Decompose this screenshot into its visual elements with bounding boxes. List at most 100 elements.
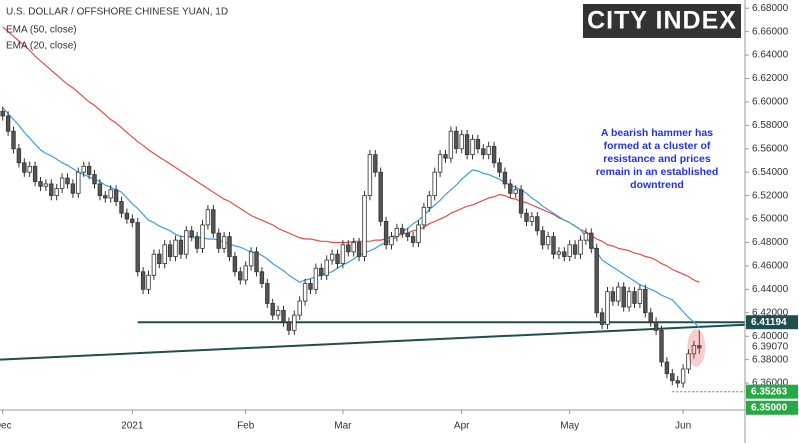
annotation: A bearish hammer has <box>601 127 713 139</box>
candle-body <box>11 130 16 150</box>
candle-body <box>340 244 346 264</box>
candle-body <box>189 230 194 238</box>
candle-body <box>259 271 265 284</box>
candle-body <box>221 236 227 249</box>
candle-body <box>157 253 162 264</box>
candle-body <box>373 154 378 173</box>
candle-body <box>70 183 76 194</box>
candle-body <box>113 189 119 202</box>
candle-body <box>605 291 610 325</box>
candle-body <box>248 251 254 267</box>
candle-body <box>540 230 545 246</box>
y-tick-label: 6.40000 <box>752 331 789 342</box>
candle-body <box>626 291 632 308</box>
candle-body <box>427 195 432 208</box>
candle-body <box>27 165 32 173</box>
y-tick-label: 6.68000 <box>752 3 789 14</box>
candle-body <box>292 314 297 331</box>
candle-body <box>281 310 286 323</box>
candle-body <box>54 188 59 197</box>
candle-body <box>32 165 38 182</box>
annotation: formed at a cluster of <box>604 140 711 152</box>
candle-body <box>524 212 529 222</box>
candle-body <box>124 212 130 220</box>
candle-body <box>599 312 605 325</box>
candle-body <box>637 288 643 304</box>
candle-body <box>178 239 184 255</box>
candle-body <box>432 171 437 197</box>
candle-body <box>567 244 572 257</box>
candle-body <box>173 239 178 257</box>
candle-body <box>270 302 275 316</box>
y-tick-label: 6.60000 <box>752 97 789 108</box>
x-tick-label: Mar <box>334 421 352 432</box>
x-tick-label: Dec <box>0 421 12 432</box>
annotation: downtrend <box>630 179 684 191</box>
candle-body <box>502 171 508 185</box>
y-tick-label: 6.66000 <box>752 26 789 37</box>
candle-body <box>324 259 329 276</box>
candle-body <box>194 236 200 249</box>
candle-body <box>356 242 362 257</box>
candle-body <box>583 232 589 241</box>
annotation: resistance and prices <box>603 153 711 165</box>
candle-body <box>675 380 680 384</box>
candle-body <box>535 216 540 232</box>
candle-body <box>400 228 405 234</box>
y-tick-label: 6.58000 <box>752 120 789 131</box>
candle-body <box>556 251 562 255</box>
x-tick-label: Jun <box>675 421 691 432</box>
highlight <box>687 328 706 367</box>
candle-body <box>670 373 675 382</box>
candle-body <box>86 165 92 175</box>
y-tick-label: 6.56000 <box>752 143 789 154</box>
candle-body <box>621 286 626 308</box>
support-label-box <box>746 315 798 330</box>
candle-body <box>65 177 70 185</box>
y-tick-label: 6.48000 <box>752 237 789 248</box>
candle-body <box>319 267 324 276</box>
candle-body <box>691 345 697 355</box>
candle-body <box>389 236 394 246</box>
candle-body <box>680 368 686 384</box>
x-tick-label: 2021 <box>121 421 144 432</box>
candle-body <box>610 291 616 302</box>
candle-body <box>594 247 599 314</box>
candle-body <box>589 232 594 249</box>
candle-body <box>265 283 270 304</box>
candle-body <box>454 130 459 150</box>
logo-box <box>583 4 741 38</box>
candle-body <box>308 283 313 290</box>
candle-body <box>162 244 167 264</box>
candle-body <box>227 236 232 257</box>
y-tick-label: 6.38000 <box>752 354 789 365</box>
candle-body <box>297 300 302 316</box>
x-tick-label: May <box>560 421 579 432</box>
legend-entry: EMA (50, close) <box>6 25 77 36</box>
candle-body <box>81 165 86 173</box>
candle-body <box>346 244 351 253</box>
candle-body <box>16 148 22 164</box>
candle-body <box>481 148 486 156</box>
candle-body <box>464 134 470 156</box>
chart-title: U.S. DOLLAR / OFFSHORE CHINESE YUAN, 1D <box>6 7 228 18</box>
x-tick-label: Feb <box>237 421 255 432</box>
candle-body <box>572 244 578 255</box>
candle-body <box>97 183 103 197</box>
y-tick-label: 6.36000 <box>752 378 789 389</box>
candle-body <box>286 321 292 331</box>
candle-body <box>254 251 259 273</box>
candle-body <box>238 271 243 281</box>
candle-body <box>486 146 491 156</box>
candle-body <box>151 253 157 276</box>
candle-body <box>351 242 356 253</box>
candle-body <box>335 253 340 264</box>
candle-body <box>529 216 535 222</box>
candle-body <box>416 224 421 243</box>
candle-body <box>475 138 481 150</box>
logo: CITY INDEX <box>587 7 737 35</box>
legend-entry: EMA (20, close) <box>6 41 77 52</box>
candle-body <box>275 310 281 316</box>
plot-area <box>0 26 746 393</box>
